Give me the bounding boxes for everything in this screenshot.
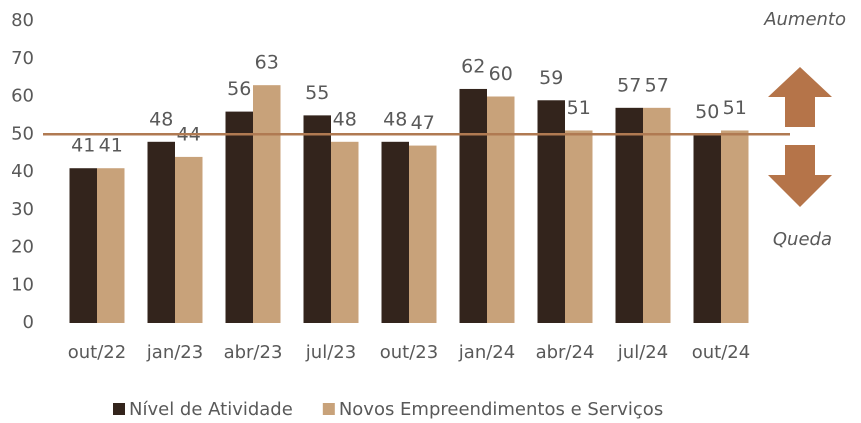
bar [69, 168, 97, 323]
bar [693, 134, 721, 323]
y-tick-label: 0 [23, 312, 34, 333]
y-tick-label: 70 [11, 48, 34, 69]
data-label: 63 [255, 52, 279, 74]
bar [615, 107, 643, 323]
bar [147, 141, 175, 323]
x-tick-label: abr/24 [536, 342, 595, 363]
legend-marker [113, 403, 125, 415]
data-label: 57 [617, 74, 641, 96]
bar [487, 96, 515, 323]
decrease-arrow [768, 145, 832, 207]
bar [537, 100, 565, 324]
y-tick-label: 60 [11, 86, 34, 107]
data-label: 50 [695, 101, 719, 123]
bar [303, 115, 331, 323]
data-label: 62 [461, 55, 485, 77]
bar [331, 141, 359, 323]
data-label: 48 [333, 108, 357, 130]
bar [253, 85, 281, 323]
y-tick-label: 20 [11, 237, 34, 258]
annotation: Queda [773, 229, 832, 250]
bar [565, 130, 593, 323]
bar [225, 111, 253, 323]
y-tick-label: 80 [11, 10, 34, 31]
increase-arrow [768, 67, 832, 127]
x-tick-label: jul/24 [617, 342, 668, 363]
x-tick-label: jan/23 [146, 342, 203, 363]
bar [643, 107, 671, 323]
x-tick-label: out/24 [692, 342, 750, 363]
bar [97, 168, 125, 323]
x-tick-label: jul/23 [305, 342, 356, 363]
bar [721, 130, 749, 323]
legend-label: Novos Empreendimentos e Serviços [339, 399, 663, 420]
data-label: 57 [645, 74, 669, 96]
data-label: 41 [71, 135, 95, 157]
annotation: Aumento [763, 9, 846, 30]
data-label: 56 [227, 78, 251, 100]
y-tick-label: 30 [11, 199, 34, 220]
x-tick-label: abr/23 [224, 342, 283, 363]
y-tick-label: 10 [11, 274, 34, 295]
x-tick-label: out/22 [68, 342, 126, 363]
bar [381, 141, 409, 323]
legend-marker [322, 403, 335, 415]
data-label: 47 [411, 112, 435, 134]
data-label: 41 [99, 135, 123, 157]
data-label: 51 [723, 97, 747, 119]
data-label: 51 [567, 97, 591, 119]
data-label: 60 [489, 63, 513, 85]
legend-label: Nível de Atividade [129, 399, 293, 420]
x-tick-label: out/23 [380, 342, 438, 363]
y-tick-label: 40 [11, 161, 34, 182]
data-label: 55 [305, 82, 329, 104]
x-tick-label: jan/24 [458, 342, 515, 363]
y-tick-label: 50 [11, 123, 34, 144]
data-label: 59 [539, 67, 563, 89]
bar [459, 88, 487, 323]
data-label: 48 [149, 108, 173, 130]
data-label: 48 [383, 108, 407, 130]
bar [175, 156, 203, 323]
bar [409, 145, 437, 323]
